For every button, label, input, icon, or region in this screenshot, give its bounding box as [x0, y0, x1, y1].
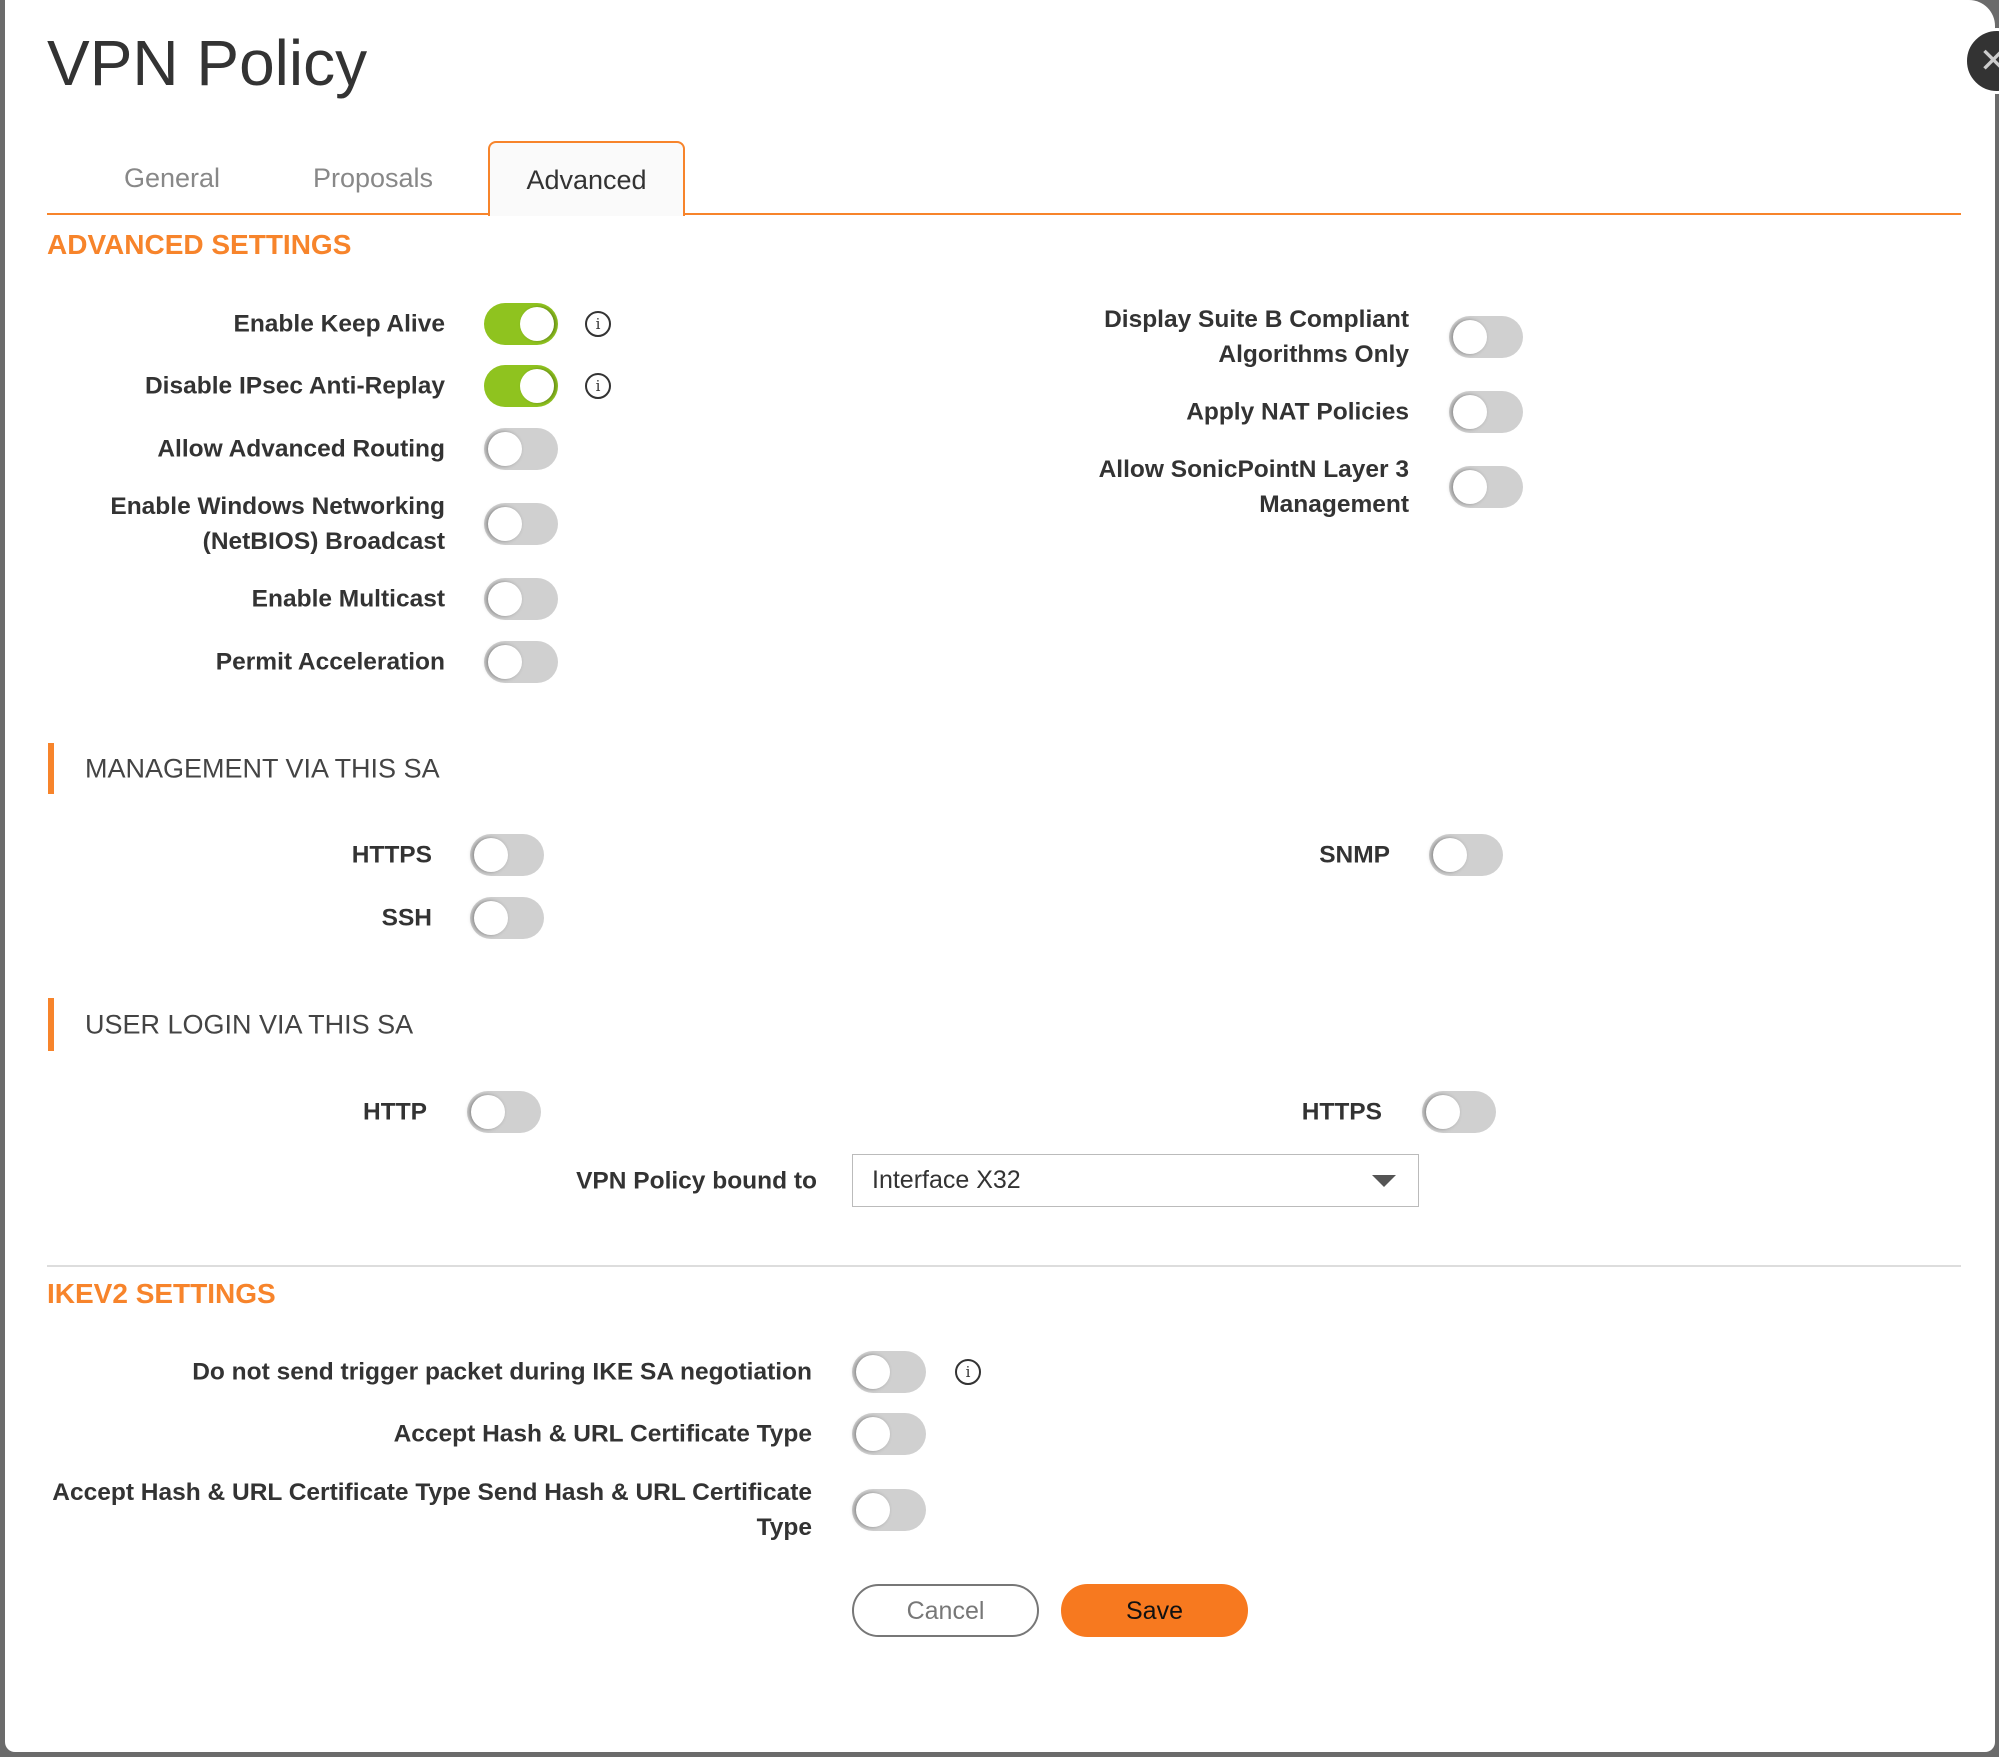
vpn-policy-dialog: VPN Policy General Proposals Advanced AD… [5, 0, 1995, 1752]
label-accept-hash-url-certificate-type: Accept Hash & URL Certificate Type [393, 1420, 812, 1448]
label-snmp: SNMP [1319, 841, 1390, 869]
toggle-knob [1453, 395, 1487, 429]
label-enable-keep-alive: Enable Keep Alive [233, 310, 445, 338]
toggle-knob [488, 582, 522, 616]
label-disable-ipsec-anti-replay: Disable IPsec Anti-Replay [144, 372, 445, 400]
toggle-knob [520, 307, 554, 341]
select-value: Interface X32 [872, 1166, 1021, 1194]
chevron-down-icon [1372, 1175, 1396, 1187]
label-enable-multicast: Enable Multicast [251, 585, 445, 613]
tab-proposals[interactable]: Proposals [312, 163, 434, 193]
toggle-permit-acceleration[interactable] [484, 641, 558, 683]
tab-advanced[interactable]: Advanced [488, 141, 685, 216]
toggle-accept-hash-url-certificate-type-send-hash-url-certificate-type[interactable] [852, 1489, 926, 1531]
toggle-http[interactable] [467, 1091, 541, 1133]
toggle-allow-sonicpointn-layer-3-management[interactable] [1449, 466, 1523, 508]
label-apply-nat-policies: Apply NAT Policies [1186, 398, 1409, 426]
toggle-allow-advanced-routing[interactable] [484, 428, 558, 470]
label-https: HTTPS [1301, 1098, 1382, 1126]
toggle-knob [1433, 838, 1467, 872]
section-accent-bar [48, 743, 54, 794]
label-accept-hash-url-certificate-type-send-hash-url-certificate-type: Accept Hash & URL Certificate Type Send … [52, 1479, 812, 1541]
info-icon[interactable]: i [585, 311, 611, 337]
toggle-display-suite-b-compliant-algorithms-only[interactable] [1449, 316, 1523, 358]
vpn-policy-bound-label: VPN Policy bound to [576, 1167, 817, 1195]
toggle-knob [1453, 320, 1487, 354]
toggle-https[interactable] [470, 834, 544, 876]
toggle-apply-nat-policies[interactable] [1449, 391, 1523, 433]
label-display-suite-b-compliant-algorithms-only: Display Suite B Compliant Algorithms Only [1104, 306, 1409, 368]
toggle-knob [474, 901, 508, 935]
save-button[interactable]: Save [1061, 1584, 1248, 1637]
section-accent-bar [48, 998, 54, 1051]
toggle-knob [488, 645, 522, 679]
label-http: HTTP [363, 1098, 427, 1126]
toggle-knob [1426, 1095, 1460, 1129]
label-enable-windows-networking-netbios-broadcast: Enable Windows Networking (NetBIOS) Broad… [110, 493, 445, 555]
label-allow-advanced-routing: Allow Advanced Routing [157, 435, 445, 463]
toggle-accept-hash-url-certificate-type[interactable] [852, 1413, 926, 1455]
label-do-not-send-trigger-packet-during-ike-sa-negotiation: Do not send trigger packet during IKE SA… [192, 1358, 812, 1386]
toggle-knob [471, 1095, 505, 1129]
label-https: HTTPS [351, 841, 432, 869]
vpn-policy-bound-select[interactable]: Interface X32 [852, 1154, 1419, 1207]
tab-underline [47, 213, 1961, 215]
toggle-knob [1453, 470, 1487, 504]
toggle-disable-ipsec-anti-replay[interactable] [484, 365, 558, 407]
toggle-knob [474, 838, 508, 872]
label-ssh: SSH [381, 904, 432, 932]
label-allow-sonicpointn-layer-3-management: Allow SonicPointN Layer 3 Management [1098, 456, 1409, 518]
label-permit-acceleration: Permit Acceleration [215, 648, 445, 676]
toggle-snmp[interactable] [1429, 834, 1503, 876]
info-icon[interactable]: i [585, 373, 611, 399]
management-heading: MANAGEMENT VIA THIS SA [85, 753, 440, 784]
toggle-ssh[interactable] [470, 897, 544, 939]
divider [47, 1265, 1961, 1267]
toggle-knob [488, 507, 522, 541]
info-icon[interactable]: i [955, 1359, 981, 1385]
toggle-enable-windows-networking-netbios-broadcast[interactable] [484, 503, 558, 545]
toggle-knob [856, 1417, 890, 1451]
toggle-https[interactable] [1422, 1091, 1496, 1133]
advanced-settings-heading: ADVANCED SETTINGS [47, 229, 352, 260]
ikev2-settings-heading: IKEV2 SETTINGS [47, 1278, 276, 1309]
toggle-knob [520, 369, 554, 403]
toggle-knob [856, 1493, 890, 1527]
toggle-knob [856, 1355, 890, 1389]
toggle-enable-keep-alive[interactable] [484, 303, 558, 345]
toggle-do-not-send-trigger-packet-during-ike-sa-negotiation[interactable] [852, 1351, 926, 1393]
dialog-title: VPN Policy [47, 27, 368, 99]
toggle-enable-multicast[interactable] [484, 578, 558, 620]
cancel-button[interactable]: Cancel [852, 1584, 1039, 1637]
tab-general[interactable]: General [123, 163, 221, 193]
toggle-knob [488, 432, 522, 466]
user-login-heading: USER LOGIN VIA THIS SA [85, 1009, 414, 1040]
